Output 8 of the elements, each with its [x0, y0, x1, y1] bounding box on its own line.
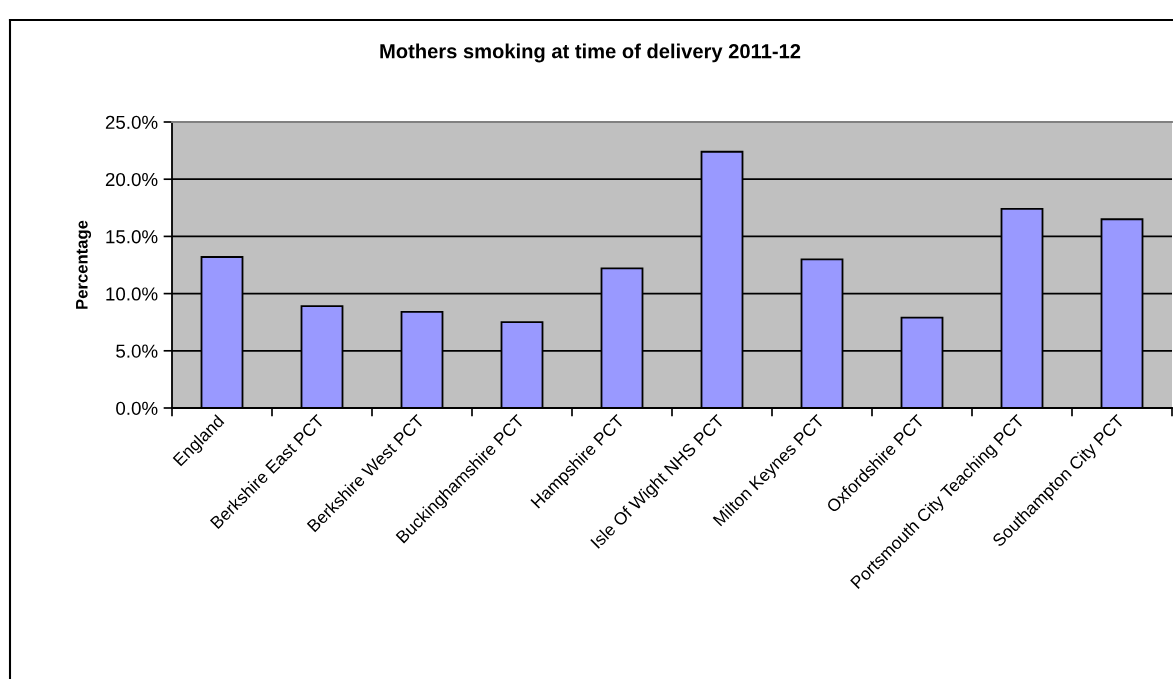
y-axis-title: Percentage	[76, 220, 92, 309]
y-tick-label: 25.0%	[105, 115, 158, 129]
y-tick-label: 10.0%	[106, 287, 158, 301]
y-tick-label: 0.0%	[116, 401, 158, 415]
y-tick-label: 20.0%	[105, 172, 158, 187]
y-tick-label: 5.0%	[116, 344, 158, 358]
y-tick-label: 15.0%	[106, 230, 158, 244]
chart-title: Mothers smoking at time of delivery 2011-12	[380, 43, 801, 63]
